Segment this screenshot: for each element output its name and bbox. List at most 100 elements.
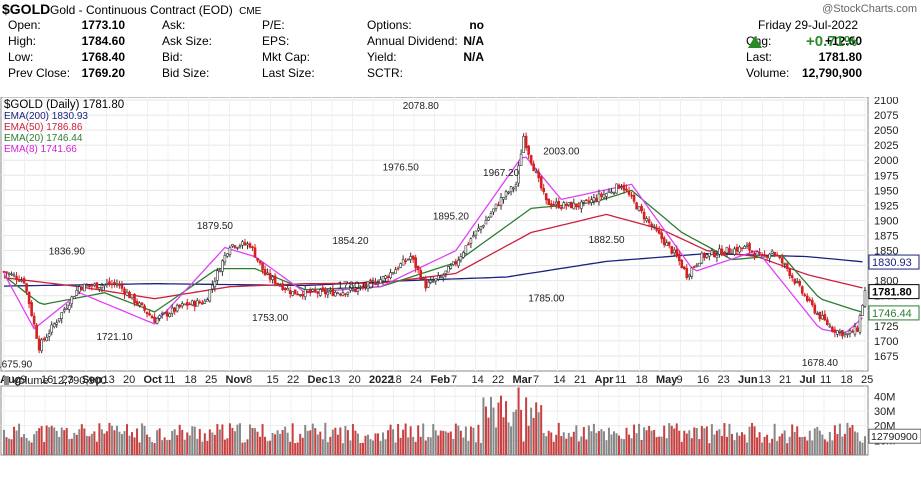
volume-bar (399, 437, 402, 455)
candle-body (308, 290, 312, 293)
volume-bar (359, 442, 362, 455)
volume-bar (648, 425, 651, 455)
candle-body (765, 256, 769, 258)
candle-body (359, 286, 362, 289)
candle-body (497, 204, 500, 207)
volume-legend: Volume 12,790,900 (12, 375, 107, 387)
volume-bar (377, 433, 380, 455)
legend-ema20: EMA(20) 1746.44 (4, 133, 83, 144)
price-flag-label: 1781.80 (872, 287, 912, 299)
volume-bar (356, 433, 359, 455)
volume-bar (645, 430, 648, 455)
candle-body (306, 290, 310, 293)
candle-body (622, 184, 626, 191)
volume-bar (595, 432, 598, 455)
candle-body (748, 243, 751, 251)
candle-body (153, 316, 156, 323)
candle-body (55, 322, 59, 325)
candle-body (133, 293, 136, 304)
y-tick-label: 1850 (874, 246, 898, 258)
candle-body (268, 273, 272, 280)
volume-bar (630, 438, 633, 455)
candle-body (206, 299, 209, 302)
volume-bar (434, 430, 437, 455)
candle-body (163, 312, 166, 314)
volume-bar (778, 436, 781, 455)
volume-bar (773, 423, 776, 455)
candle-body (316, 292, 320, 294)
candle-body (793, 278, 797, 284)
volume-bar (296, 442, 299, 455)
volume-bar (479, 442, 482, 455)
candle-body (336, 292, 340, 295)
candle-body (529, 155, 533, 164)
volume-bar (372, 440, 374, 455)
volume-bar (188, 435, 191, 455)
volume-bar (126, 424, 128, 455)
candle-body (838, 330, 842, 333)
volume-tick-label: 30M (874, 406, 895, 418)
candle-body (218, 270, 222, 273)
candle-body (640, 205, 643, 212)
candle-body (610, 191, 613, 194)
candle-body (713, 251, 716, 258)
candle-body (253, 247, 257, 258)
volume-bar (218, 429, 221, 455)
candle-body (580, 201, 583, 209)
candle-body (527, 145, 530, 155)
volume-bar (75, 434, 78, 455)
candle-body (677, 253, 681, 262)
candle-body (396, 267, 400, 270)
candle-body (138, 302, 141, 306)
candle-body (351, 288, 355, 291)
volume-bar (555, 434, 558, 455)
volume-bar (680, 441, 683, 455)
candle-body (821, 315, 824, 320)
candle-body (502, 197, 505, 200)
volume-bar (730, 433, 733, 455)
volume-bar (233, 431, 236, 455)
candle-body (482, 225, 485, 228)
candle-body (406, 258, 410, 261)
volume-bar (261, 424, 264, 455)
instrument-name: Gold - Continuous Contract (EOD) (50, 3, 233, 17)
candle-body (273, 275, 277, 284)
candle-body (831, 326, 834, 332)
candle-body (238, 245, 242, 248)
candle-body (50, 324, 53, 333)
candle-body (429, 280, 433, 283)
candle-body (60, 312, 64, 320)
volume-bar (861, 442, 864, 455)
volume-bar (484, 406, 487, 455)
candle-body (810, 300, 814, 306)
volume-bar (690, 438, 693, 455)
volume-bar (201, 441, 204, 455)
quote-label: Volume: (746, 66, 790, 80)
x-tick-label: 11 (164, 374, 175, 386)
candle-body (5, 271, 8, 274)
candle-body (479, 226, 483, 230)
legend-ema200: EMA(200) 1830.93 (4, 111, 88, 122)
candle-body (331, 288, 335, 297)
volume-bar (452, 438, 455, 455)
volume-bar (156, 430, 159, 455)
volume-bar (404, 423, 407, 455)
candle-body (173, 307, 176, 312)
x-tick-label: 16 (41, 374, 53, 386)
candle-body (90, 284, 94, 287)
legend-price: $GOLD (Daily) 1781.80 (4, 99, 125, 111)
volume-bar (786, 443, 789, 455)
candle-body (399, 263, 402, 268)
volume-bar (766, 434, 769, 455)
candle-body (243, 242, 247, 246)
candle-body (431, 280, 435, 283)
volume-bar (678, 430, 681, 455)
candle-body (620, 186, 623, 188)
candle-body (554, 201, 558, 205)
volume-bar (625, 427, 628, 455)
x-tick-label: 11 (615, 374, 626, 386)
quote-label: Bid Size: (162, 66, 210, 80)
volume-bar (560, 436, 563, 455)
annotation-label: 2003.00 (543, 146, 580, 157)
volume-bar (537, 412, 540, 455)
